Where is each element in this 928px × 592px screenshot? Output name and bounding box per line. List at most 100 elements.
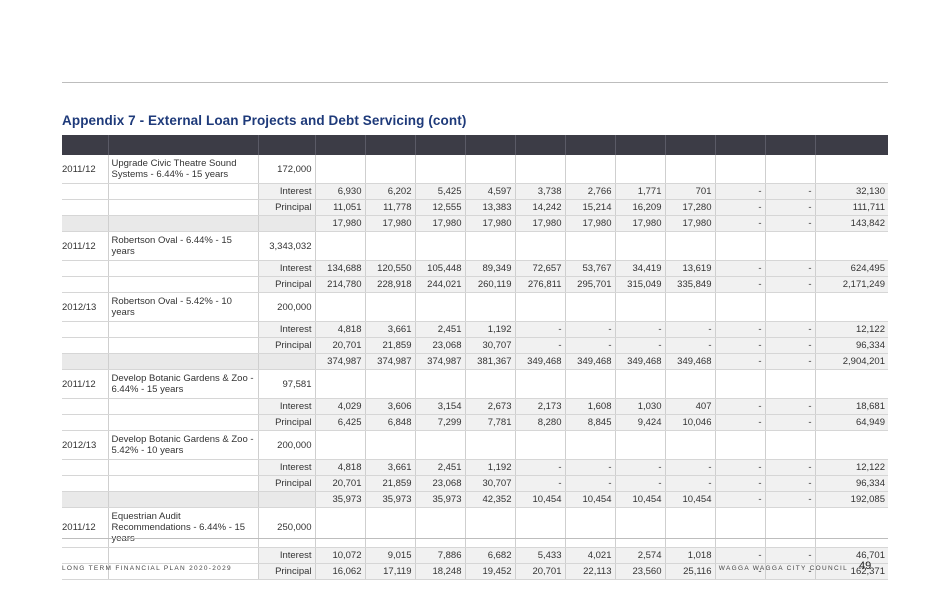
value-cell: - [714, 337, 765, 354]
row-label: Interest [257, 459, 315, 476]
empty-cell [62, 398, 108, 415]
value-cell: 2,173 [514, 398, 565, 415]
empty-cell [62, 321, 108, 338]
total-value-cell: 374,987 [314, 353, 365, 370]
empty-cell [764, 292, 815, 322]
header-cell [314, 135, 365, 155]
row-label: Principal [257, 199, 315, 216]
value-cell: 12,555 [414, 199, 465, 216]
loan-year: 2012/13 [62, 292, 108, 322]
value-cell: 407 [664, 398, 715, 415]
value-cell: 53,767 [564, 260, 615, 277]
empty-cell [714, 155, 765, 184]
value-cell: 9,015 [364, 547, 415, 564]
loan-total-row: 35,973 35,973 35,973 42,352 10,454 10,454 10,4… [62, 491, 888, 508]
value-cell: 30,707 [464, 475, 515, 492]
value-cell: 16,209 [614, 199, 665, 216]
value-cell: 11,778 [364, 199, 415, 216]
value-cell: - [764, 199, 815, 216]
loan-description: Develop Botanic Gardens & Zoo - 5.42% - … [107, 430, 258, 460]
empty-cell [514, 507, 565, 548]
value-cell: - [614, 321, 665, 338]
value-cell: - [564, 459, 615, 476]
empty-cell [714, 430, 765, 460]
loan-header-row: 2011/12 Robertson Oval - 6.44% - 15 years… [62, 231, 888, 261]
loan-principal-row: Principal 16,062 17,119 18,248 19,452 20,701 2… [62, 563, 888, 580]
empty-cell [107, 491, 258, 508]
value-cell: - [664, 459, 715, 476]
value-cell: - [714, 183, 765, 200]
value-cell: 2,451 [414, 321, 465, 338]
value-cell: - [714, 414, 765, 431]
value-cell: - [614, 459, 665, 476]
header-cell [107, 135, 258, 155]
total-value-cell: 2,904,201 [814, 353, 888, 370]
empty-cell [62, 491, 108, 508]
empty-cell [314, 369, 365, 399]
value-cell: - [714, 563, 765, 580]
empty-cell [614, 155, 665, 184]
value-cell: 16,062 [314, 563, 365, 580]
value-cell: 134,688 [314, 260, 365, 277]
header-cell [814, 135, 888, 155]
empty-cell [764, 155, 815, 184]
empty-cell [564, 507, 615, 548]
total-value-cell: 35,973 [314, 491, 365, 508]
loan-amount: 3,343,032 [257, 231, 315, 261]
empty-cell [107, 215, 258, 232]
loan-year: 2012/13 [62, 430, 108, 460]
total-value-cell: - [764, 353, 815, 370]
total-value-cell: - [764, 491, 815, 508]
page-title: Appendix 7 - External Loan Projects and … [62, 113, 467, 128]
empty-cell [714, 369, 765, 399]
empty-cell [314, 292, 365, 322]
empty-cell [614, 231, 665, 261]
value-cell: - [764, 260, 815, 277]
empty-cell [714, 231, 765, 261]
total-value-cell: 374,987 [414, 353, 465, 370]
header-cell [564, 135, 615, 155]
value-cell: 4,029 [314, 398, 365, 415]
value-cell: - [514, 321, 565, 338]
footer-council-name: WAGGA WAGGA CITY COUNCIL [718, 565, 848, 572]
empty-cell [107, 337, 258, 354]
header-cell [257, 135, 315, 155]
value-cell: 1,608 [564, 398, 615, 415]
value-cell: - [764, 414, 815, 431]
page-number: 49 [859, 560, 872, 572]
total-value-cell: 349,468 [514, 353, 565, 370]
empty-cell [62, 276, 108, 293]
value-cell: 1,018 [664, 547, 715, 564]
empty-cell [107, 199, 258, 216]
value-cell: 214,780 [314, 276, 365, 293]
value-cell: - [614, 337, 665, 354]
value-cell: 7,886 [414, 547, 465, 564]
empty-cell [364, 155, 415, 184]
empty-cell [464, 292, 515, 322]
value-cell: - [764, 547, 815, 564]
value-cell: 7,781 [464, 414, 515, 431]
value-cell: 15,214 [564, 199, 615, 216]
total-value-cell: 349,468 [564, 353, 615, 370]
value-cell: 1,771 [614, 183, 665, 200]
value-cell: 3,661 [364, 321, 415, 338]
value-cell: - [564, 475, 615, 492]
total-value-cell: 17,980 [314, 215, 365, 232]
empty-cell [414, 430, 465, 460]
value-cell: 21,859 [364, 475, 415, 492]
empty-cell [107, 563, 258, 580]
loan-year: 2011/12 [62, 155, 108, 184]
empty-cell [614, 369, 665, 399]
loan-header-row: 2011/12 Develop Botanic Gardens & Zoo - 6… [62, 369, 888, 399]
value-cell: 162,371 [814, 563, 888, 580]
value-cell: 23,560 [614, 563, 665, 580]
empty-cell [257, 353, 315, 370]
empty-cell [364, 231, 415, 261]
loan-amount: 172,000 [257, 155, 315, 184]
value-cell: - [564, 321, 615, 338]
empty-cell [664, 231, 715, 261]
value-cell: - [764, 183, 815, 200]
value-cell: 260,119 [464, 276, 515, 293]
empty-cell [107, 398, 258, 415]
total-value-cell: 349,468 [664, 353, 715, 370]
